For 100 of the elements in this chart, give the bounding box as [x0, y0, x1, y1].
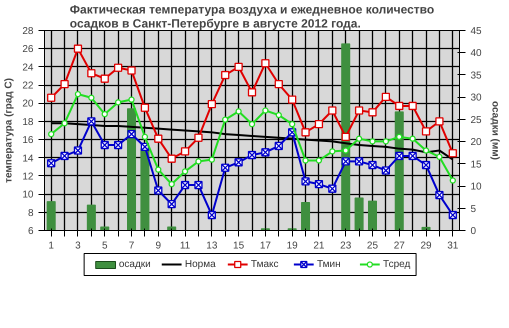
y-tick-label: 20 [22, 98, 34, 110]
point [142, 134, 148, 140]
bar [140, 148, 150, 230]
point [154, 134, 162, 143]
x-tick-label: 25 [366, 240, 378, 252]
x-tick-label: 1 [48, 240, 54, 252]
x-tick-label: 11 [180, 240, 191, 252]
point [74, 44, 82, 53]
point [208, 156, 215, 163]
point [234, 62, 243, 72]
legend-label: Норма [184, 259, 216, 270]
bar [86, 204, 96, 230]
bar [368, 200, 377, 230]
y-tick-label: 14 [22, 153, 34, 164]
y-tick-label: 16 [22, 135, 34, 146]
y-tick-label: 28 [22, 26, 34, 37]
point [342, 147, 349, 154]
point [195, 158, 202, 165]
y2-tick-label: 20 [470, 137, 482, 148]
y-tick-label: 18 [22, 116, 34, 128]
x-tick-label: 21 [313, 240, 325, 252]
y2-tick-label: 25 [470, 114, 482, 126]
x-tick-label: 5 [102, 240, 108, 252]
point [356, 136, 362, 142]
y-tick-label: 24 [22, 62, 34, 74]
point [128, 96, 135, 103]
point [208, 100, 216, 108]
x-tick-label: 7 [128, 240, 135, 252]
point [422, 147, 430, 154]
y-axis-title: температура (град С) [3, 78, 14, 183]
x-tick-label: 9 [156, 240, 162, 252]
point [328, 106, 336, 115]
y2-tick-label: 40 [470, 48, 482, 60]
point [114, 99, 122, 106]
point [288, 95, 296, 104]
legend-label: Тмакс [250, 259, 279, 270]
point [180, 147, 190, 156]
legend-label: Тсред [383, 259, 411, 270]
point [368, 108, 377, 116]
point [274, 80, 283, 88]
point [316, 157, 322, 164]
y-tick-label: 12 [22, 171, 34, 182]
point [248, 120, 256, 128]
y-tick-label: 6 [28, 226, 34, 237]
point [47, 94, 56, 102]
y2-tick-label: 30 [470, 92, 482, 104]
legend-label: осадки [118, 259, 151, 270]
bar [301, 202, 310, 230]
point [382, 138, 390, 145]
point [74, 90, 82, 98]
chart-title: Фактическая температура воздуха и ежедневное количество осадков в Санкт-Петербурге в августе 2012 года. [70, 2, 434, 30]
point [354, 106, 364, 115]
bar [127, 108, 136, 230]
legend-label: Тмин [316, 259, 341, 270]
point [168, 180, 175, 188]
point [382, 92, 390, 102]
y-tick-label: 26 [22, 44, 34, 56]
point [396, 134, 402, 140]
point [222, 116, 228, 123]
x-tick-label: 17 [260, 240, 272, 252]
point [60, 80, 69, 88]
y2-tick-label: 35 [470, 70, 482, 82]
point [102, 110, 108, 118]
point [369, 138, 376, 145]
x-tick-label: 13 [206, 240, 218, 252]
point [302, 157, 309, 164]
y2-tick-label: 45 [470, 26, 482, 37]
point [422, 127, 430, 136]
bar [354, 198, 364, 230]
point [262, 107, 269, 114]
point [155, 166, 162, 173]
point [48, 130, 54, 138]
y2-axis-title: осадки (мм) [490, 101, 501, 160]
point [448, 149, 457, 158]
point [314, 120, 324, 128]
point [221, 70, 230, 80]
bar [46, 201, 56, 230]
point [182, 168, 188, 175]
y-tick-label: 10 [22, 190, 34, 201]
point [395, 102, 404, 110]
x-tick-label: 19 [286, 240, 298, 252]
point [436, 154, 443, 160]
x-tick-label: 31 [447, 240, 459, 252]
point [87, 69, 96, 78]
y-tick-label: 8 [28, 208, 34, 219]
point [235, 108, 242, 115]
x-tick-label: 23 [340, 240, 352, 252]
x-tick-label: 15 [233, 240, 245, 252]
point [88, 94, 95, 101]
point [194, 134, 203, 142]
y2-tick-label: 5 [470, 204, 476, 215]
point [248, 88, 256, 96]
point [301, 128, 310, 136]
point [276, 112, 282, 118]
y2-tick-label: 10 [470, 182, 482, 193]
point [450, 177, 456, 184]
point [342, 132, 350, 142]
point [140, 104, 150, 112]
y2-tick-label: 0 [470, 226, 476, 237]
point [329, 148, 336, 155]
